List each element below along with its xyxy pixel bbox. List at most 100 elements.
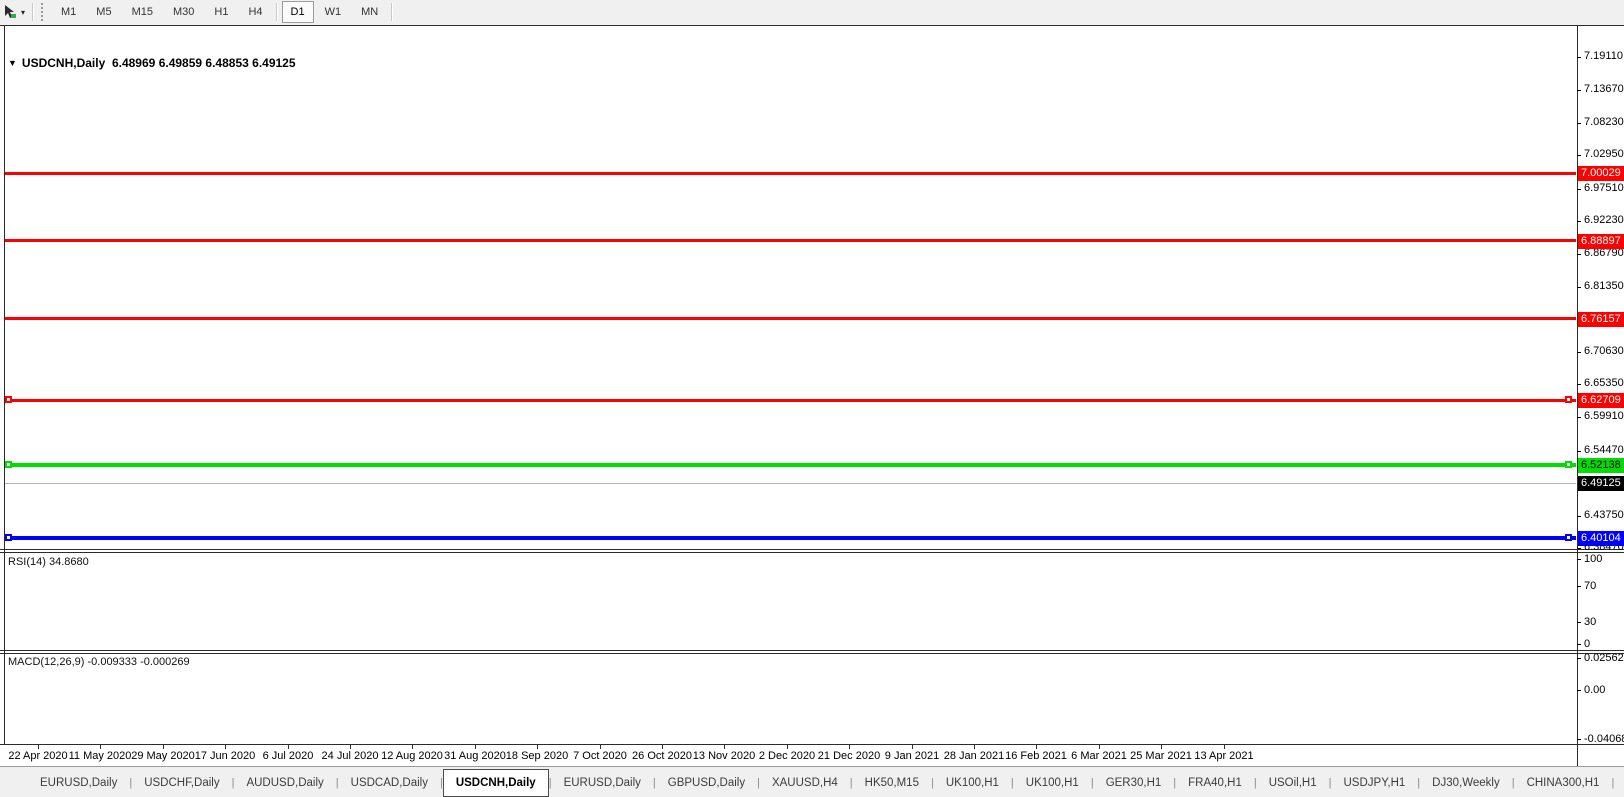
tab-gbpusd-daily[interactable]: GBPUSD,Daily xyxy=(667,776,746,789)
price-axis-tick xyxy=(1577,123,1581,124)
timeframe-button-d1[interactable]: D1 xyxy=(281,1,314,23)
horizontal-line-6.52138[interactable] xyxy=(4,463,1576,467)
macd-axis-tick xyxy=(1577,690,1581,691)
tab-audusd-daily[interactable]: AUDUSD,Daily xyxy=(246,776,324,789)
tab-uk100-h1[interactable]: UK100,H1 xyxy=(1025,776,1079,789)
tab-divider: | xyxy=(129,776,133,789)
tab-dj30-weekly[interactable]: DJ30,Weekly xyxy=(1432,776,1500,789)
date-axis-tick xyxy=(225,745,226,749)
date-axis-label: 21 Dec 2020 xyxy=(817,750,881,762)
date-axis-tick xyxy=(600,745,601,749)
price-axis-tick xyxy=(1577,57,1581,58)
tab-usdcad-daily[interactable]: USDCAD,Daily xyxy=(350,776,428,789)
horizontal-line-7.00029[interactable] xyxy=(4,172,1576,175)
tab-xauusd-h4[interactable]: XAUUSD,H4 xyxy=(771,776,838,789)
current-price-line xyxy=(4,483,1576,484)
tab-usdjpy-h1[interactable]: USDJPY,H1 xyxy=(1343,776,1406,789)
line-handle[interactable] xyxy=(1565,534,1572,541)
tab-hk50-m15[interactable]: HK50,M15 xyxy=(864,776,919,789)
tab-divider: | xyxy=(1417,776,1421,789)
horizontal-line-6.40104[interactable] xyxy=(4,536,1576,540)
tab-uk100-h1[interactable]: UK100,H1 xyxy=(945,776,999,789)
ohlc-close: 6.49125 xyxy=(252,56,296,70)
horizontal-line-6.88897[interactable] xyxy=(4,239,1576,242)
tab-fra40-h1[interactable]: FRA40,H1 xyxy=(1188,776,1242,789)
date-axis-tick xyxy=(724,745,725,749)
date-axis-label: 6 Mar 2021 xyxy=(1071,750,1127,762)
price-axis-label: 7.19110 xyxy=(1584,50,1623,62)
timeframe-button-m15[interactable]: M15 xyxy=(131,6,153,18)
timeframe-button-h1[interactable]: H1 xyxy=(214,6,229,18)
rsi-axis-tick xyxy=(1577,622,1581,623)
macd-axis-label: 0.025623 xyxy=(1584,652,1624,664)
toolbar-grip[interactable] xyxy=(41,3,47,21)
date-axis-label: 9 Jan 2021 xyxy=(884,750,940,762)
price-axis-tick xyxy=(1577,221,1581,222)
tab-divider: | xyxy=(1253,776,1257,789)
chart-left-border xyxy=(4,25,5,744)
price-axis-label: 6.54470 xyxy=(1584,444,1624,456)
date-axis-tick xyxy=(288,745,289,749)
price-axis-tick xyxy=(1577,451,1581,452)
price-axis-label: 6.81350 xyxy=(1584,280,1624,292)
tab-ger30-h1[interactable]: GER30,H1 xyxy=(1105,776,1162,789)
pane-separator[interactable] xyxy=(0,653,1624,654)
price-axis-label: 6.97510 xyxy=(1584,182,1624,194)
rsi-axis-label: 70 xyxy=(1584,580,1597,592)
toolbar-separator xyxy=(275,3,278,21)
pane-separator[interactable] xyxy=(0,549,1624,550)
tab-usdcnh-daily[interactable]: USDCNH,Daily xyxy=(442,768,549,797)
date-axis-label: 13 Nov 2020 xyxy=(692,750,756,762)
pane-separator[interactable] xyxy=(0,650,1624,651)
tab-usoil-h1[interactable]: USOil,H1 xyxy=(1268,776,1317,789)
chart-title: ▼ USDCNH,Daily 6.48969 6.49859 6.48853 6.… xyxy=(8,56,296,70)
tab-divider: | xyxy=(335,776,339,789)
collapse-caret-icon[interactable]: ▼ xyxy=(8,58,17,68)
timeframe-toolbar: M1 M5 M15 M30 H1 H4 D1 W1 MN xyxy=(51,1,396,23)
timeframe-button-m1[interactable]: M1 xyxy=(61,6,77,18)
horizontal-line-6.62709[interactable] xyxy=(4,399,1576,402)
rsi-value: 34.8680 xyxy=(48,556,89,568)
tab-divider: | xyxy=(1173,776,1177,789)
tab-divider: | xyxy=(548,776,552,789)
pane-separator xyxy=(0,744,1624,745)
price-line-badge: 6.52138 xyxy=(1578,458,1624,473)
line-handle[interactable] xyxy=(1565,461,1572,468)
rsi-label: RSI(14) 34.8680 xyxy=(8,556,89,568)
price-axis-label: 6.43750 xyxy=(1584,509,1624,521)
price-axis-label: 6.86790 xyxy=(1584,247,1624,259)
date-axis-label: 29 May 2020 xyxy=(131,750,195,762)
tool-dropdown-caret-icon[interactable]: ▾ xyxy=(21,7,26,17)
date-axis-tick xyxy=(537,745,538,749)
tab-eurusd-daily[interactable]: EURUSD,Daily xyxy=(563,776,641,789)
line-handle[interactable] xyxy=(1565,396,1572,403)
line-handle[interactable] xyxy=(5,461,12,468)
date-axis-tick xyxy=(849,745,850,749)
tab-usdchf-daily[interactable]: USDCHF,Daily xyxy=(144,776,220,789)
tab-u[interactable]: U xyxy=(1614,771,1624,795)
pane-separator[interactable] xyxy=(0,552,1624,553)
tab-china300-h1[interactable]: CHINA300,H1 xyxy=(1526,776,1600,789)
date-axis-label: 6 Jul 2020 xyxy=(262,750,314,762)
timeframe-button-m30[interactable]: M30 xyxy=(172,6,195,18)
rsi-axis-tick xyxy=(1577,644,1581,645)
timeframe-button-mn[interactable]: MN xyxy=(361,6,379,18)
rsi-axis-label: 0 xyxy=(1584,638,1591,650)
horizontal-line-6.76157[interactable] xyxy=(4,317,1576,320)
pointer-tool-icon[interactable] xyxy=(2,4,18,20)
timeframe-button-h4[interactable]: H4 xyxy=(248,6,263,18)
tab-eurusd-daily[interactable]: EURUSD,Daily xyxy=(40,776,118,789)
toolbar: ▾ M1 M5 M15 M30 H1 H4 D1 W1 MN xyxy=(0,0,1624,24)
current-price-badge: 6.49125 xyxy=(1578,476,1624,491)
price-line-badge: 6.62709 xyxy=(1578,393,1624,408)
date-axis-label: 18 Sep 2020 xyxy=(505,750,569,762)
timeframe-button-m5[interactable]: M5 xyxy=(96,6,112,18)
price-line-badge: 6.76157 xyxy=(1578,312,1624,327)
line-handle[interactable] xyxy=(5,396,12,403)
timeframe-button-w1[interactable]: W1 xyxy=(324,6,342,18)
date-axis-tick xyxy=(38,745,39,749)
date-axis-label: 7 Oct 2020 xyxy=(573,750,627,762)
price-axis-tick xyxy=(1577,189,1581,190)
tab-divider: | xyxy=(849,776,853,789)
line-handle[interactable] xyxy=(5,534,12,541)
